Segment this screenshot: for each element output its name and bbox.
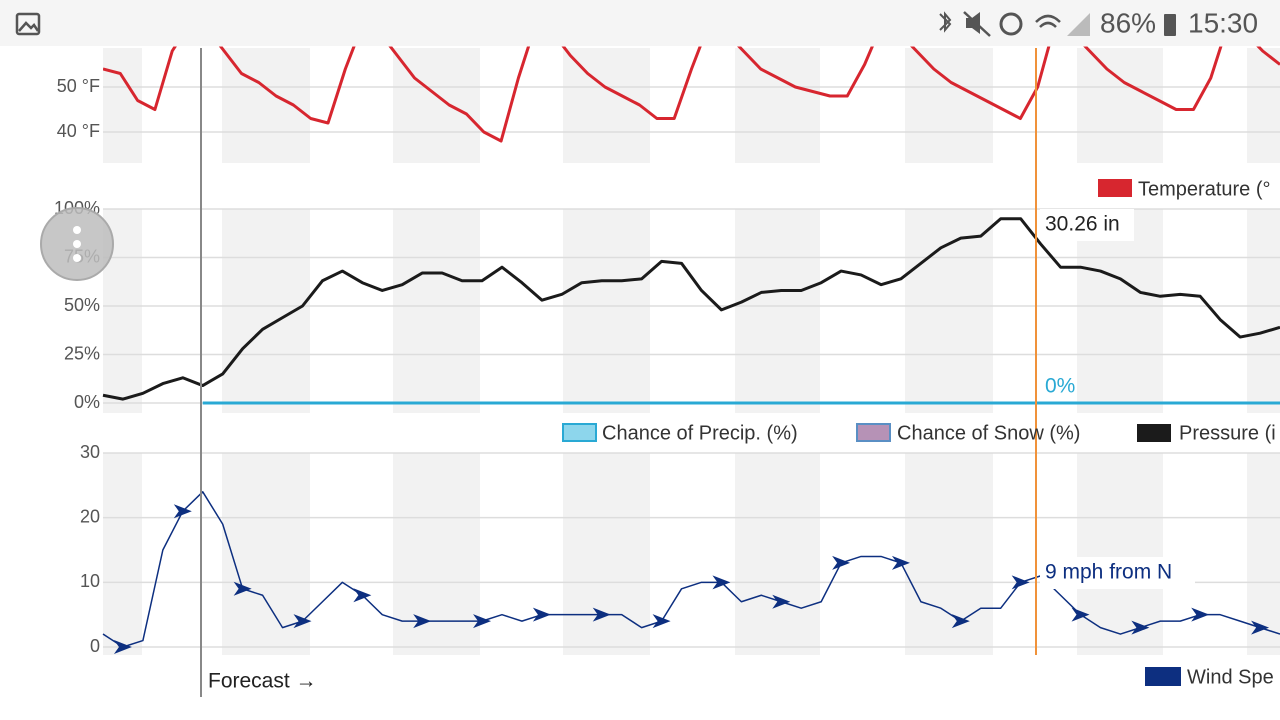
wind-marker [652,614,671,629]
night-band [1247,209,1280,413]
wind-marker [413,614,432,629]
wind-marker [772,594,791,609]
legend-swatch [856,423,891,442]
legend-label[interactable]: Chance of Snow (%) [897,422,1080,444]
y-tick-label: 40 °F [57,121,100,141]
legend-swatch [562,423,597,442]
status-icons [939,11,1176,37]
annotation-bg [1040,557,1195,589]
wind-marker [832,555,851,570]
night-band [563,453,650,655]
wind-marker [532,607,551,622]
y-tick-label: 25% [64,343,100,363]
wind-marker [951,614,970,629]
wind-marker [712,575,731,590]
gallery-icon [15,12,41,36]
legend-swatch [1098,179,1132,197]
y-tick-label: 0 [90,636,100,656]
wind-marker [1191,607,1210,622]
night-band [563,48,650,163]
y-tick-label: 0% [74,392,100,412]
night-band [393,453,480,655]
wind-marker [473,614,492,629]
wind-marker [1131,620,1150,635]
y-tick-label: 20 [80,506,100,526]
precip-readout: 0% [1045,375,1075,398]
night-band [735,453,820,655]
legend-swatch [1145,667,1181,686]
wind-marker [891,555,910,570]
night-band [563,209,650,413]
night-band [1077,209,1163,413]
battery-level: 86% [1100,7,1156,38]
pressure-readout: 30.26 in [1045,213,1120,236]
series-line [102,217,1280,401]
night-band [735,209,820,413]
y-tick-label: 10 [80,571,100,591]
series-line [103,46,1280,143]
night-band [905,209,993,413]
night-band [735,48,820,163]
legend-label[interactable]: Chance of Precip. (%) [602,422,798,444]
legend-swatch [1137,424,1171,442]
annotation-bg [1040,209,1134,241]
wind-marker [353,588,372,603]
wind-marker [293,614,312,629]
day-bands [103,48,1280,655]
menu-button[interactable] [40,207,114,281]
status-bar [0,0,1280,46]
night-band [905,48,993,163]
wind-marker [1251,620,1270,635]
y-tick-label: 30 [80,442,100,462]
clock: 15:30 [1188,7,1258,38]
wind-marker [173,504,192,519]
legend-label[interactable]: Wind Spe [1187,666,1274,688]
night-band [103,453,142,655]
night-band [222,453,310,655]
night-band [1077,48,1163,163]
legend-label[interactable]: Temperature (° [1138,178,1271,200]
wind-readout: 9 mph from N [1045,561,1172,584]
y-tick-label: 50 °F [57,76,100,96]
wind-marker [1071,607,1090,622]
legend-label[interactable]: Pressure (i [1179,422,1276,444]
wind-marker [233,581,252,596]
night-band [393,209,480,413]
y-tick-label: 50% [64,295,100,315]
wind-marker [1011,575,1030,590]
wind-marker [592,607,611,622]
night-band [103,48,142,163]
wind-marker [113,640,132,654]
forecast-label: Forecast → [208,670,317,693]
night-band [905,453,993,655]
night-band [1247,48,1280,163]
